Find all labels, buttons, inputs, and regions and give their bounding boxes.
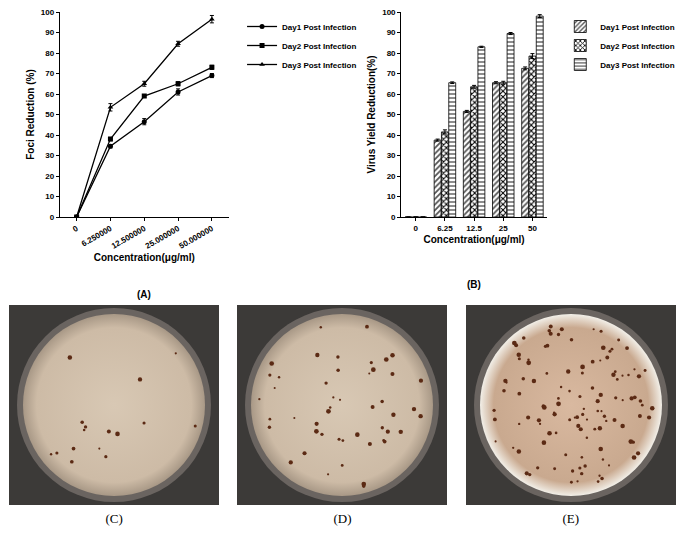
svg-text:100: 100 xyxy=(382,8,396,17)
svg-text:6.250000: 6.250000 xyxy=(80,224,114,249)
html-text:(E): (E) xyxy=(562,511,580,526)
svg-text:6.25: 6.25 xyxy=(437,224,453,233)
html-text:(C): (C) xyxy=(105,511,123,526)
svg-text:Concentration(μg/ml): Concentration(μg/ml) xyxy=(94,252,195,263)
svg-text:50.000000: 50.000000 xyxy=(178,224,216,251)
svg-text:Day2 Post Infection: Day2 Post Infection xyxy=(282,42,356,51)
svg-text:50: 50 xyxy=(45,110,54,119)
svg-text:30: 30 xyxy=(387,151,396,160)
svg-text:Day1 Post Infection: Day1 Post Infection xyxy=(600,23,674,32)
svg-text:40: 40 xyxy=(45,131,54,140)
svg-text:Day3 Post Infection: Day3 Post Infection xyxy=(600,61,674,70)
svg-text:12.5: 12.5 xyxy=(466,224,482,233)
svg-text:70: 70 xyxy=(387,69,396,78)
svg-text:40: 40 xyxy=(387,131,396,140)
svg-text:50: 50 xyxy=(387,110,396,119)
svg-text:80: 80 xyxy=(45,49,54,58)
svg-text:70: 70 xyxy=(45,69,54,78)
svg-text:50: 50 xyxy=(528,224,537,233)
svg-text:Virus Yield Reduction(%): Virus Yield Reduction(%) xyxy=(366,55,377,173)
svg-text:10: 10 xyxy=(387,192,396,201)
svg-text:25: 25 xyxy=(499,224,508,233)
svg-text:Foci Reduction (%): Foci Reduction (%) xyxy=(25,69,36,160)
html-text:(D): (D) xyxy=(333,511,352,526)
svg-text:Day3 Post Infection: Day3 Post Infection xyxy=(282,61,356,70)
svg-text:20: 20 xyxy=(387,172,396,181)
svg-text:12.500000: 12.500000 xyxy=(110,224,148,251)
svg-text:Day1 Post Infection: Day1 Post Infection xyxy=(282,23,356,32)
svg-text:30: 30 xyxy=(45,151,54,160)
svg-text:(B): (B) xyxy=(467,279,481,290)
svg-text:90: 90 xyxy=(45,28,54,37)
svg-text:10: 10 xyxy=(45,192,54,201)
svg-text:80: 80 xyxy=(387,49,396,58)
svg-text:Concentration(μg/ml): Concentration(μg/ml) xyxy=(424,234,525,245)
svg-text:(A): (A) xyxy=(137,289,151,300)
svg-text:90: 90 xyxy=(387,28,396,37)
svg-text:0: 0 xyxy=(414,224,419,233)
svg-text:25.000000: 25.000000 xyxy=(144,224,182,251)
svg-text:Day2 Post Infection: Day2 Post Infection xyxy=(600,42,674,51)
svg-text:100: 100 xyxy=(41,8,55,17)
svg-text:0: 0 xyxy=(50,213,55,222)
svg-text:20: 20 xyxy=(45,172,54,181)
svg-text:60: 60 xyxy=(45,90,54,99)
svg-text:60: 60 xyxy=(387,90,396,99)
svg-text:0: 0 xyxy=(71,224,80,234)
svg-text:0: 0 xyxy=(391,213,396,222)
